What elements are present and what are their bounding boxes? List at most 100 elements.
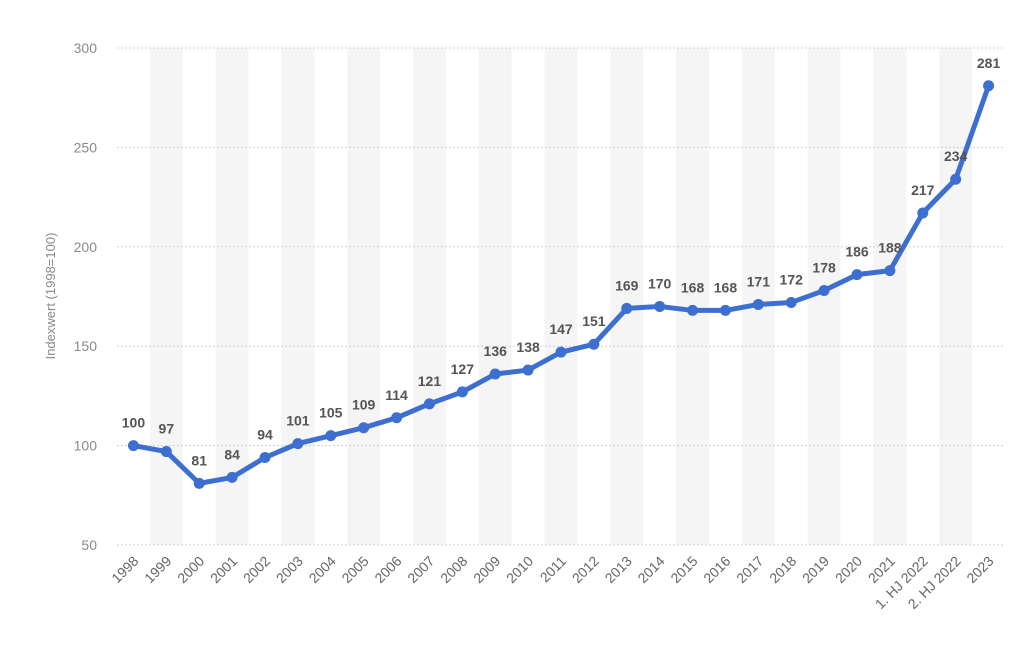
data-label: 281	[977, 55, 1001, 71]
data-label: 234	[944, 148, 968, 164]
data-label: 168	[714, 279, 738, 295]
data-point	[259, 452, 271, 464]
data-point	[193, 477, 205, 489]
x-tick-label: 2009	[470, 553, 503, 586]
x-tick-label: 2015	[667, 553, 700, 586]
data-label: 217	[911, 182, 935, 198]
y-axis-label: Indexwert (1998=100)	[43, 233, 58, 360]
data-label: 172	[780, 271, 804, 287]
data-label: 171	[747, 273, 771, 289]
data-point	[588, 338, 600, 350]
x-tick-label: 2002	[240, 553, 273, 586]
column-band	[676, 48, 709, 545]
data-point	[226, 471, 238, 483]
data-labels: 100 97 81 84 94 101 105 109 114 121 127 136 138 147 15…	[122, 55, 1001, 469]
column-band	[478, 48, 512, 545]
column-band	[413, 48, 446, 545]
data-label: 84	[224, 446, 240, 462]
column-band	[610, 48, 644, 545]
data-label: 169	[615, 277, 639, 293]
data-label: 186	[845, 244, 869, 260]
x-tick-label: 2008	[437, 553, 470, 586]
y-tick-label: 200	[74, 239, 98, 255]
column-band	[544, 48, 578, 545]
column-band	[149, 48, 183, 545]
data-label: 121	[418, 373, 442, 389]
x-tick-label: 2013	[602, 553, 635, 586]
data-point	[160, 446, 172, 458]
data-point	[818, 285, 830, 297]
column-band	[281, 48, 315, 545]
data-point	[522, 364, 534, 376]
data-label: 100	[122, 415, 146, 431]
data-point	[950, 173, 962, 185]
column-band	[347, 48, 381, 545]
x-tick-label: 2020	[832, 553, 865, 586]
data-point	[292, 438, 304, 450]
data-point	[917, 207, 929, 219]
y-tick-label: 50	[81, 537, 97, 553]
column-bands	[149, 48, 973, 545]
data-label: 127	[451, 361, 475, 377]
x-tick-label: 2011	[537, 553, 570, 586]
data-point	[489, 368, 501, 380]
data-point	[325, 430, 337, 442]
data-point	[358, 422, 370, 434]
data-label: 188	[878, 240, 902, 256]
data-label: 147	[549, 321, 573, 337]
data-label: 138	[516, 339, 540, 355]
data-label: 101	[286, 413, 310, 429]
data-point	[127, 440, 139, 452]
grid-lines	[117, 47, 1005, 546]
x-tick-label: 2014	[634, 553, 667, 586]
data-point	[456, 386, 468, 398]
x-tick-label: 2005	[338, 553, 371, 586]
x-tick-label: 2017	[733, 553, 766, 586]
data-label: 170	[648, 275, 672, 291]
x-tick-label: 1999	[141, 553, 174, 586]
data-point	[851, 269, 863, 281]
x-tick-label: 2000	[174, 553, 207, 586]
data-point	[719, 304, 731, 316]
data-label: 81	[191, 452, 207, 468]
column-band	[215, 48, 249, 545]
data-point	[884, 265, 896, 277]
data-point	[555, 346, 567, 358]
x-tick-label: 2010	[503, 553, 536, 586]
data-label: 168	[681, 279, 705, 295]
x-tick-label: 2007	[404, 553, 437, 586]
y-tick-label: 150	[74, 338, 98, 354]
data-point	[785, 296, 797, 308]
column-band	[741, 48, 775, 545]
column-band	[939, 48, 973, 545]
data-point	[621, 302, 633, 314]
x-tick-label: 2012	[569, 553, 602, 586]
data-label: 97	[159, 421, 175, 437]
x-axis-ticks: 1998 1999 2000 2001 2002 2003 2004 2005 2006 2007…	[108, 553, 997, 612]
y-tick-label: 250	[74, 139, 98, 155]
data-label: 94	[257, 427, 273, 443]
x-tick-label: 2001	[207, 553, 240, 586]
y-tick-label: 100	[74, 438, 98, 454]
x-tick-label: 2023	[963, 553, 996, 586]
data-point	[423, 398, 435, 410]
data-label: 136	[484, 343, 508, 359]
y-tick-label: 300	[74, 40, 98, 56]
data-label: 105	[319, 405, 343, 421]
x-tick-label: 2019	[799, 553, 832, 586]
data-points	[127, 80, 995, 489]
data-label: 109	[352, 397, 376, 413]
column-band	[873, 48, 907, 545]
data-label: 178	[812, 260, 836, 276]
data-point	[391, 412, 403, 424]
x-tick-label: 2006	[371, 553, 404, 586]
x-tick-label: 2003	[273, 553, 306, 586]
data-label: 114	[385, 387, 408, 403]
x-tick-label: 1998	[108, 553, 141, 586]
x-tick-label: 2004	[306, 553, 339, 586]
y-axis-ticks: 50 100 150 200 250 300	[74, 40, 98, 553]
data-point	[752, 298, 764, 310]
x-tick-label: 2018	[766, 553, 799, 586]
